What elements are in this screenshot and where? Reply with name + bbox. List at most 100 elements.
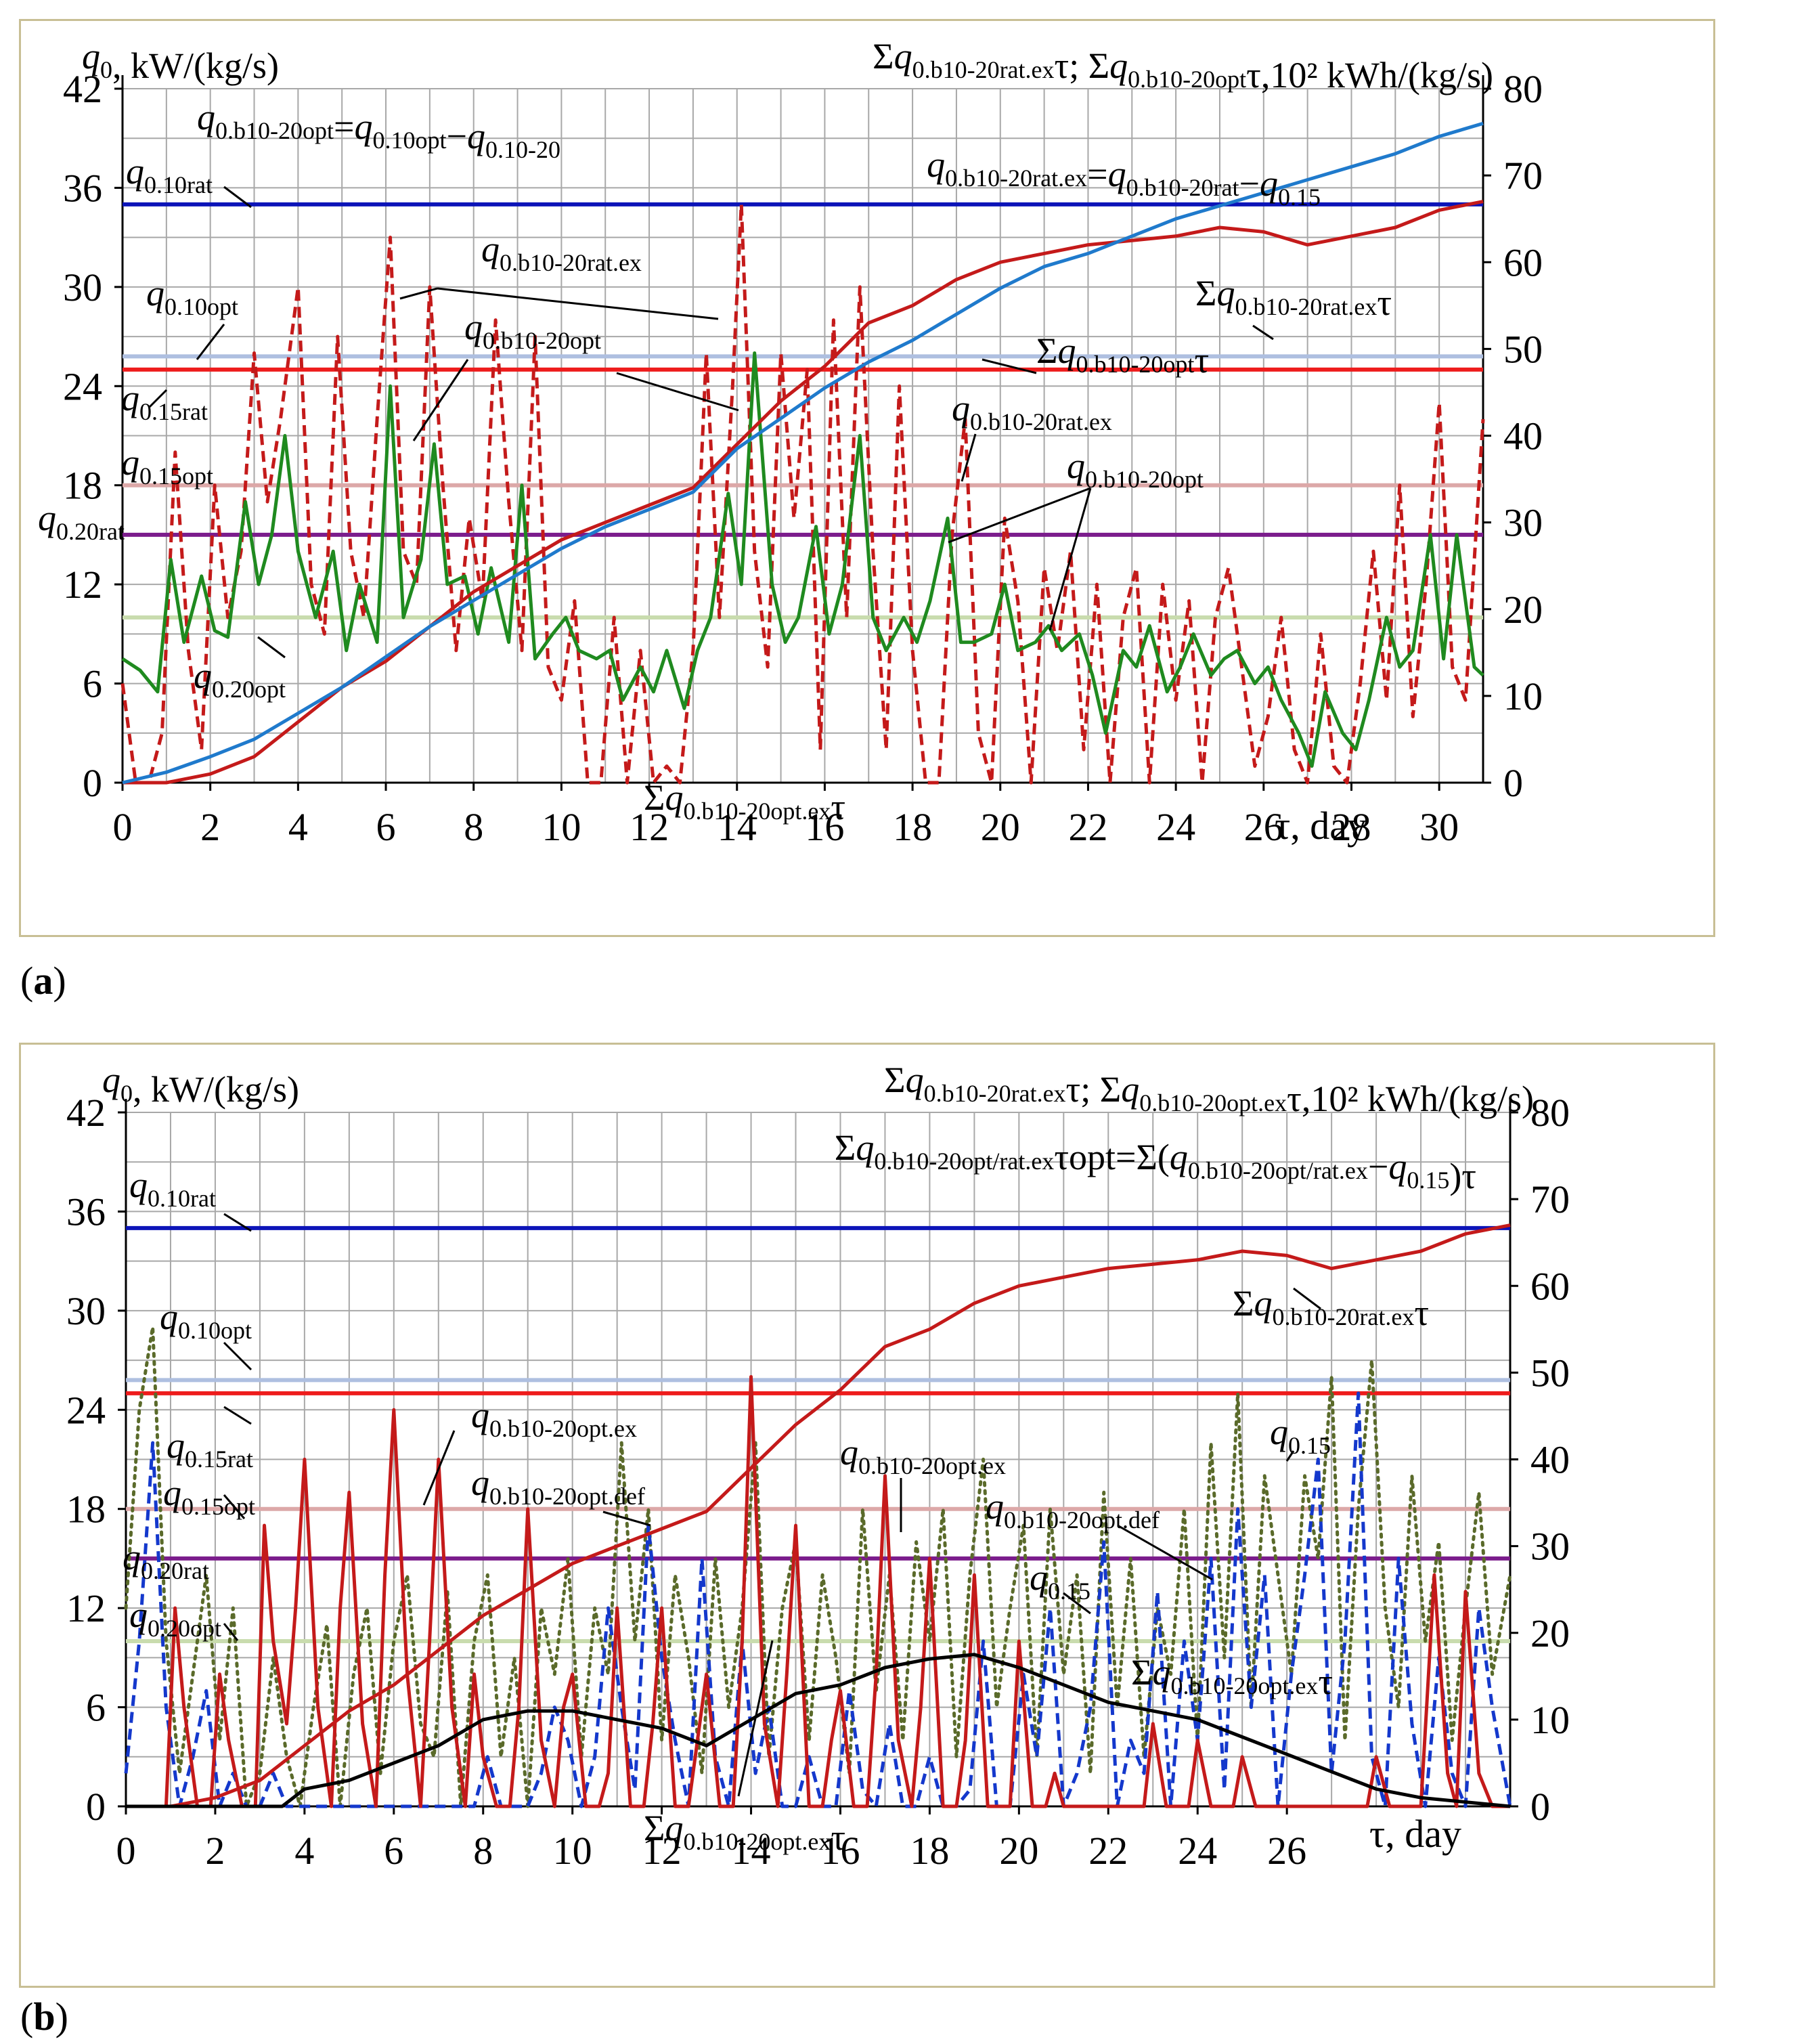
annotation-opt-rat-formula: Σq0.b10-20opt/rat.exτopt=Σ(q0.b10-20opt/…: [835, 1127, 1476, 1196]
hline-label-q0-10opt: q0.10opt: [160, 1297, 252, 1344]
annotation-q015-1: q0.15: [1270, 1412, 1331, 1459]
y-right-tick-label: 40: [1503, 414, 1543, 458]
series-q0-b10-20opt-ex: [126, 1375, 1510, 1808]
leader-line: [602, 1510, 651, 1527]
y-left-tick-label: 18: [63, 464, 102, 508]
y-left-tick-label: 0: [86, 1785, 106, 1829]
series--q0-b10-20rat-ex-: [126, 1223, 1511, 1808]
hline-label-q0-10rat: q0.10rat: [129, 1165, 216, 1212]
hline-label-q0-15rat: q0.15rat: [121, 378, 208, 425]
leader-line: [223, 1406, 252, 1425]
leader-line: [437, 287, 719, 320]
annotation-optex-2: q0.b10-20opt.ex: [840, 1432, 1006, 1479]
y-right-tick-label: 10: [1530, 1698, 1570, 1742]
annotation-sum-optex-b2: Σq0.b10-20opt.exτ: [644, 1808, 845, 1858]
x-tick-label: 28: [1331, 805, 1371, 849]
hline-label-q0-20opt: q0.20opt: [194, 655, 286, 703]
x-tick-label: 2: [205, 1829, 225, 1873]
x-tick-label: 14: [718, 805, 757, 849]
y-right-tick-label: 70: [1530, 1177, 1570, 1221]
leader-line: [961, 433, 977, 482]
annotation-optdef-2: q0.b10-20opt.def: [986, 1486, 1160, 1534]
x-tick-label: 8: [473, 1829, 493, 1873]
y-left-tick-label: 24: [66, 1388, 106, 1432]
annotation-optdef-1: q0.b10-20opt.def: [471, 1462, 645, 1510]
annotation-sum-ratex-b: Σq0.b10-20rat.exτ: [1233, 1283, 1429, 1333]
chart-b: 0 2 4 6 8 10 12 14 16 18 20 22 24 2606121824303642010…: [66, 1060, 1570, 1873]
annotation-q015-2: q0.15: [1030, 1557, 1090, 1605]
annotation-opt-b: q0.b10-20opt: [1067, 445, 1204, 493]
leader-line: [196, 324, 225, 360]
y-left-tick-label: 30: [63, 265, 102, 309]
hline-label-q0-15rat: q0.15rat: [167, 1425, 253, 1473]
x-tick-label: 12: [642, 1829, 682, 1873]
leader-line: [616, 372, 739, 412]
y-left-tick-label: 12: [66, 1586, 106, 1630]
y-right-tick-label: 80: [1503, 67, 1543, 111]
hline-label-q0-10rat: q0.10rat: [126, 151, 213, 198]
y-left-tick-label: 36: [66, 1190, 106, 1234]
hline-label-q0-15opt: q0.15opt: [121, 442, 213, 490]
y-left-tick-label: 0: [83, 761, 102, 805]
leader-line: [223, 186, 252, 209]
x-tick-label: 16: [820, 1829, 860, 1873]
y-left-tick-label: 6: [83, 662, 102, 706]
leader-line: [1117, 1524, 1213, 1581]
series--q0-b10-20opt-ex-: [126, 1653, 1511, 1808]
y-right-tick-label: 60: [1503, 240, 1543, 284]
leader-line: [223, 1494, 246, 1519]
annotation-ratex-b: q0.b10-20rat.ex: [952, 388, 1112, 435]
y-right-tick-label: 50: [1530, 1351, 1570, 1395]
y-right-tick-label: 40: [1530, 1438, 1570, 1482]
x-axis-title: τ, day: [1369, 1812, 1461, 1856]
y-left-tick-label: 6: [86, 1686, 106, 1730]
x-tick-label: 24: [1156, 805, 1195, 849]
leader-line: [1049, 487, 1092, 631]
y-right-tick-label: 60: [1530, 1264, 1570, 1308]
x-tick-label: 8: [464, 805, 483, 849]
leader-line: [257, 636, 286, 659]
x-tick-label: 4: [288, 805, 308, 849]
y-right-axis-title: Σq0.b10-20rat.exτ; Σq0.b10-20optτ,10² kW…: [873, 36, 1493, 95]
annotation-optex-1: q0.b10-20opt.ex: [471, 1395, 637, 1442]
y-right-tick-label: 70: [1503, 154, 1543, 198]
hline-label-q0-20rat: q0.20rat: [123, 1537, 209, 1584]
x-tick-label: 26: [1267, 1829, 1306, 1873]
panel-label-b: (b): [20, 1995, 68, 2039]
leader-line: [948, 487, 1091, 544]
series-q0-b10-20rat-ex: [120, 202, 1485, 785]
series-q0-b10-20opt-def: [124, 1391, 1512, 1808]
y-right-tick-label: 0: [1530, 1785, 1550, 1829]
x-tick-label: 16: [805, 805, 844, 849]
x-tick-label: 0: [116, 1829, 136, 1873]
y-left-tick-label: 18: [66, 1487, 106, 1531]
series-q0-15: [124, 1325, 1512, 1808]
leader-line: [1293, 1287, 1321, 1310]
annotation-opt-a: q0.b10-20opt: [464, 307, 601, 354]
hline-label-q0-20rat: q0.20rat: [38, 498, 125, 545]
chart-panel-a: 0 2 4 6 8 10 12 14 16 18 20 22 24 26 28 30 0 6 12 18 24 30 36 4…: [19, 19, 1715, 937]
leader-line: [148, 389, 168, 408]
x-tick-label: 14: [732, 1829, 771, 1873]
hline-label-q0-10opt: q0.10opt: [146, 273, 238, 320]
annotation-sum-opt-a: Σq0.b10-20optτ: [1036, 330, 1209, 380]
y-left-axis-title: q0, kW/(kg/s): [102, 1060, 299, 1110]
x-tick-label: 0: [113, 805, 133, 849]
y-right-tick-label: 20: [1530, 1611, 1570, 1655]
annotation-sum-optex-b: Σq0.b10-20opt.exτ: [1131, 1652, 1333, 1702]
hline-label-q0-15opt: q0.15opt: [163, 1473, 255, 1520]
x-tick-label: 30: [1419, 805, 1459, 849]
hline-label-q0-20opt: q0.20opt: [129, 1594, 221, 1642]
x-tick-label: 22: [1088, 1829, 1128, 1873]
y-right-tick-label: 20: [1503, 588, 1543, 632]
x-tick-label: 18: [893, 805, 932, 849]
annotation-sum-optex-a: Σq0.b10-20opt.exτ: [644, 777, 845, 827]
x-tick-label: 6: [376, 805, 396, 849]
y-left-tick-label: 12: [63, 563, 102, 607]
leader-line: [223, 1623, 239, 1641]
leader-line: [412, 359, 469, 441]
leader-line: [1285, 1450, 1295, 1462]
leader-line: [1063, 1592, 1091, 1615]
leader-line: [223, 1213, 252, 1232]
x-tick-label: 12: [630, 805, 669, 849]
